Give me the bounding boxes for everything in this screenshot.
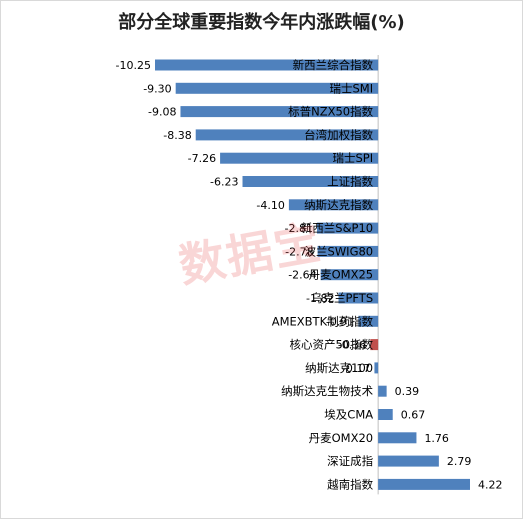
bar-12	[370, 339, 379, 351]
bar-11	[358, 315, 379, 327]
bar-6	[288, 199, 379, 211]
category-label-10: 乌克兰PFTS	[311, 291, 373, 305]
value-label-16: 1.76	[424, 432, 449, 445]
bar-5	[242, 176, 379, 187]
bar-1	[175, 82, 379, 94]
category-label-14: 纳斯达克生物技术	[281, 384, 373, 398]
category-label-11: AMEXBTK制药指数	[272, 314, 374, 328]
value-label-5: -6.23	[210, 176, 238, 189]
value-label-2: -9.08	[148, 106, 176, 119]
category-label-13: 纳斯达克100	[305, 361, 373, 375]
category-label-9: 丹麦OMX25	[309, 268, 374, 282]
category-label-5: 上证指数	[327, 175, 373, 189]
bar-7	[316, 222, 379, 234]
category-label-7: 新西兰S&P10	[301, 221, 373, 235]
bar-17	[378, 455, 439, 467]
bar-3	[195, 129, 379, 141]
category-label-6: 纳斯达克指数	[304, 198, 373, 212]
value-label-4: -7.26	[188, 152, 216, 165]
bar-18	[378, 478, 470, 490]
category-label-12: 核心资产50指数	[289, 338, 373, 352]
bar-2	[180, 106, 379, 118]
bar-14	[378, 385, 387, 397]
category-label-16: 丹麦OMX20	[309, 431, 374, 445]
bar-8	[317, 245, 379, 257]
category-label-15: 埃及CMA	[324, 408, 373, 422]
bar-13	[374, 362, 379, 374]
value-label-13: -0.17	[342, 362, 370, 375]
value-label-11: -0.91	[326, 315, 354, 328]
bar-0	[155, 59, 379, 71]
bar-15	[378, 409, 393, 420]
value-label-0: -10.25	[116, 59, 151, 72]
bar-10	[338, 292, 379, 304]
value-label-14: 0.39	[395, 385, 420, 398]
value-label-18: 4.22	[478, 478, 503, 491]
value-label-15: 0.67	[401, 409, 426, 422]
value-label-3: -8.38	[163, 129, 191, 142]
value-label-7: -2.81	[284, 222, 312, 235]
value-label-8: -2.78	[285, 245, 313, 258]
bar-16	[378, 432, 417, 444]
category-label-2: 标普NZX50指数	[288, 105, 373, 119]
category-label-4: 瑞士SPI	[332, 151, 373, 165]
value-label-1: -9.30	[143, 82, 171, 95]
category-label-0: 新西兰综合指数	[293, 58, 374, 72]
bar-4	[220, 152, 379, 164]
value-label-12: -0.36	[338, 339, 366, 352]
chart-title: 部分全球重要指数今年内涨跌幅(%)	[118, 12, 405, 33]
bar-9	[320, 269, 379, 281]
category-label-3: 台湾加权指数	[304, 128, 373, 142]
value-label-10: -1.82	[306, 292, 334, 305]
value-label-6: -4.10	[256, 199, 284, 212]
value-label-9: -2.64	[288, 269, 316, 282]
category-label-8: 波兰SWIG80	[305, 244, 374, 258]
category-label-18: 越南指数	[327, 477, 373, 491]
category-label-17: 深证成指	[327, 454, 373, 468]
category-label-1: 瑞士SMI	[330, 81, 374, 95]
value-label-17: 2.79	[447, 455, 472, 468]
